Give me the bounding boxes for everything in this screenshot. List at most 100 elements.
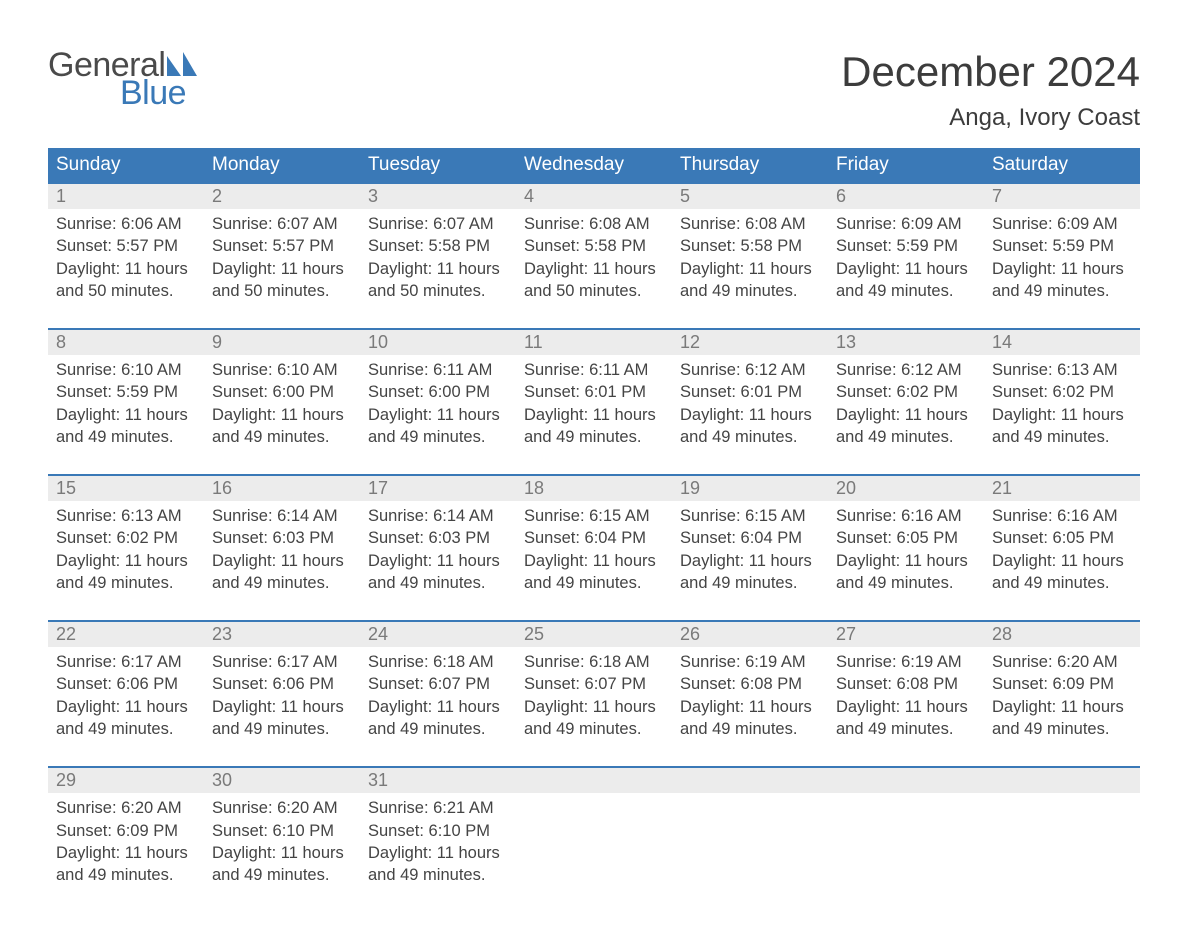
day-body-row: Sunrise: 6:13 AMSunset: 6:02 PMDaylight:… — [48, 501, 1140, 602]
day-number: 9 — [204, 330, 360, 355]
day-body-row: Sunrise: 6:17 AMSunset: 6:06 PMDaylight:… — [48, 647, 1140, 748]
sunset-line: Sunset: 5:59 PM — [56, 381, 198, 403]
sunrise-line: Sunrise: 6:17 AM — [212, 651, 354, 673]
sunset-line: Sunset: 6:02 PM — [56, 527, 198, 549]
daylight-line: Daylight: 11 hours and 49 minutes. — [212, 404, 354, 449]
day-cell: Sunrise: 6:07 AMSunset: 5:57 PMDaylight:… — [204, 209, 360, 310]
page-title: December 2024 — [841, 48, 1140, 96]
sunrise-line: Sunrise: 6:17 AM — [56, 651, 198, 673]
day-cell: Sunrise: 6:20 AMSunset: 6:10 PMDaylight:… — [204, 793, 360, 894]
daylight-line: Daylight: 11 hours and 49 minutes. — [368, 550, 510, 595]
day-number: 7 — [984, 184, 1140, 209]
sunrise-line: Sunrise: 6:14 AM — [212, 505, 354, 527]
daylight-line: Daylight: 11 hours and 49 minutes. — [56, 696, 198, 741]
day-body-row: Sunrise: 6:20 AMSunset: 6:09 PMDaylight:… — [48, 793, 1140, 894]
day-cell: Sunrise: 6:10 AMSunset: 5:59 PMDaylight:… — [48, 355, 204, 456]
sunset-line: Sunset: 5:59 PM — [992, 235, 1134, 257]
sunrise-line: Sunrise: 6:20 AM — [56, 797, 198, 819]
day-cell: Sunrise: 6:09 AMSunset: 5:59 PMDaylight:… — [828, 209, 984, 310]
day-number: 18 — [516, 476, 672, 501]
day-number: 8 — [48, 330, 204, 355]
sunrise-line: Sunrise: 6:09 AM — [992, 213, 1134, 235]
day-cell: Sunrise: 6:18 AMSunset: 6:07 PMDaylight:… — [516, 647, 672, 748]
logo-word-2: Blue — [120, 76, 197, 110]
sunset-line: Sunset: 6:10 PM — [368, 820, 510, 842]
sunset-line: Sunset: 5:57 PM — [56, 235, 198, 257]
day-number: 13 — [828, 330, 984, 355]
sunrise-line: Sunrise: 6:20 AM — [212, 797, 354, 819]
sunrise-line: Sunrise: 6:15 AM — [680, 505, 822, 527]
day-number: 14 — [984, 330, 1140, 355]
daylight-line: Daylight: 11 hours and 49 minutes. — [836, 550, 978, 595]
day-number: 27 — [828, 622, 984, 647]
day-cell: Sunrise: 6:10 AMSunset: 6:00 PMDaylight:… — [204, 355, 360, 456]
sunrise-line: Sunrise: 6:08 AM — [680, 213, 822, 235]
day-cell: Sunrise: 6:16 AMSunset: 6:05 PMDaylight:… — [984, 501, 1140, 602]
day-cell: Sunrise: 6:19 AMSunset: 6:08 PMDaylight:… — [672, 647, 828, 748]
daylight-line: Daylight: 11 hours and 49 minutes. — [524, 550, 666, 595]
sunrise-line: Sunrise: 6:12 AM — [680, 359, 822, 381]
day-number: 16 — [204, 476, 360, 501]
sunset-line: Sunset: 6:08 PM — [680, 673, 822, 695]
sunset-line: Sunset: 6:07 PM — [524, 673, 666, 695]
sunset-line: Sunset: 6:02 PM — [836, 381, 978, 403]
day-cell — [984, 793, 1140, 894]
dow-saturday: Saturday — [984, 148, 1140, 182]
day-number: 26 — [672, 622, 828, 647]
daylight-line: Daylight: 11 hours and 49 minutes. — [992, 696, 1134, 741]
week-row: 891011121314Sunrise: 6:10 AMSunset: 5:59… — [48, 328, 1140, 456]
day-number — [516, 768, 672, 793]
day-number: 5 — [672, 184, 828, 209]
day-cell: Sunrise: 6:14 AMSunset: 6:03 PMDaylight:… — [204, 501, 360, 602]
sunrise-line: Sunrise: 6:19 AM — [836, 651, 978, 673]
daylight-line: Daylight: 11 hours and 49 minutes. — [368, 842, 510, 887]
day-number: 22 — [48, 622, 204, 647]
dow-thursday: Thursday — [672, 148, 828, 182]
day-cell: Sunrise: 6:19 AMSunset: 6:08 PMDaylight:… — [828, 647, 984, 748]
sunset-line: Sunset: 6:00 PM — [212, 381, 354, 403]
daylight-line: Daylight: 11 hours and 49 minutes. — [56, 842, 198, 887]
sunrise-line: Sunrise: 6:16 AM — [992, 505, 1134, 527]
sunrise-line: Sunrise: 6:14 AM — [368, 505, 510, 527]
calendar-document: General Blue December 2024 Anga, Ivory C… — [0, 0, 1188, 942]
sunrise-line: Sunrise: 6:15 AM — [524, 505, 666, 527]
daylight-line: Daylight: 11 hours and 49 minutes. — [836, 258, 978, 303]
day-cell: Sunrise: 6:07 AMSunset: 5:58 PMDaylight:… — [360, 209, 516, 310]
daylight-line: Daylight: 11 hours and 49 minutes. — [836, 696, 978, 741]
sunset-line: Sunset: 5:58 PM — [680, 235, 822, 257]
sunset-line: Sunset: 6:02 PM — [992, 381, 1134, 403]
day-number — [672, 768, 828, 793]
day-cell: Sunrise: 6:21 AMSunset: 6:10 PMDaylight:… — [360, 793, 516, 894]
day-cell: Sunrise: 6:17 AMSunset: 6:06 PMDaylight:… — [204, 647, 360, 748]
daylight-line: Daylight: 11 hours and 49 minutes. — [680, 550, 822, 595]
day-cell: Sunrise: 6:18 AMSunset: 6:07 PMDaylight:… — [360, 647, 516, 748]
day-cell: Sunrise: 6:06 AMSunset: 5:57 PMDaylight:… — [48, 209, 204, 310]
dow-friday: Friday — [828, 148, 984, 182]
sunset-line: Sunset: 6:08 PM — [836, 673, 978, 695]
sunrise-line: Sunrise: 6:19 AM — [680, 651, 822, 673]
title-block: December 2024 Anga, Ivory Coast — [841, 48, 1140, 132]
sunrise-line: Sunrise: 6:11 AM — [524, 359, 666, 381]
sunrise-line: Sunrise: 6:08 AM — [524, 213, 666, 235]
day-number: 29 — [48, 768, 204, 793]
day-cell — [516, 793, 672, 894]
sunrise-line: Sunrise: 6:11 AM — [368, 359, 510, 381]
sunset-line: Sunset: 5:58 PM — [524, 235, 666, 257]
day-number: 25 — [516, 622, 672, 647]
sunrise-line: Sunrise: 6:10 AM — [56, 359, 198, 381]
day-cell: Sunrise: 6:08 AMSunset: 5:58 PMDaylight:… — [672, 209, 828, 310]
day-cell: Sunrise: 6:09 AMSunset: 5:59 PMDaylight:… — [984, 209, 1140, 310]
sunset-line: Sunset: 6:01 PM — [680, 381, 822, 403]
daylight-line: Daylight: 11 hours and 49 minutes. — [992, 258, 1134, 303]
week-row: 293031Sunrise: 6:20 AMSunset: 6:09 PMDay… — [48, 766, 1140, 894]
daylight-line: Daylight: 11 hours and 49 minutes. — [992, 404, 1134, 449]
sunrise-line: Sunrise: 6:09 AM — [836, 213, 978, 235]
sunrise-line: Sunrise: 6:07 AM — [368, 213, 510, 235]
day-cell: Sunrise: 6:11 AMSunset: 6:00 PMDaylight:… — [360, 355, 516, 456]
day-number: 11 — [516, 330, 672, 355]
day-cell — [828, 793, 984, 894]
sunset-line: Sunset: 6:04 PM — [524, 527, 666, 549]
day-cell: Sunrise: 6:14 AMSunset: 6:03 PMDaylight:… — [360, 501, 516, 602]
daylight-line: Daylight: 11 hours and 49 minutes. — [56, 550, 198, 595]
sunrise-line: Sunrise: 6:10 AM — [212, 359, 354, 381]
